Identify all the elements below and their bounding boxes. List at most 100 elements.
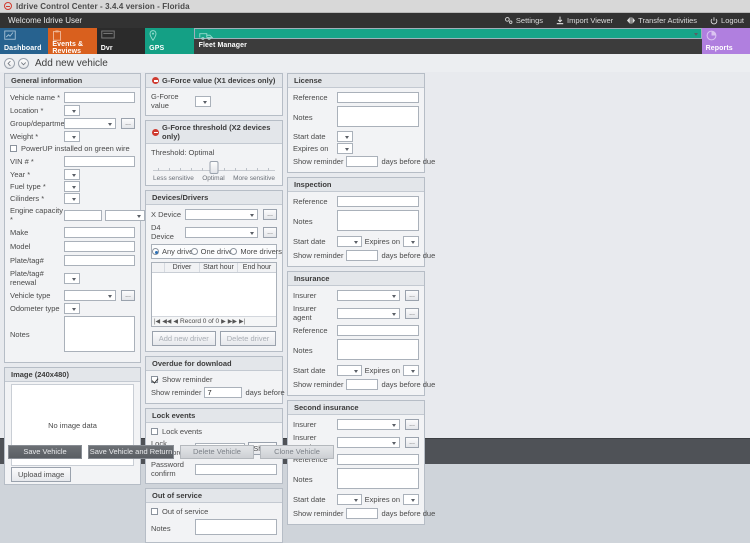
out-of-service-notes-textarea[interactable] — [195, 519, 277, 535]
prev-page-button[interactable]: ◀◀ — [162, 319, 172, 325]
lock-events-checkbox[interactable] — [151, 428, 158, 435]
year-select[interactable] — [64, 169, 80, 180]
second-insurance-agent-browse-button[interactable]: ... — [405, 436, 419, 448]
transfer-activities-button[interactable]: Transfer Activities — [626, 16, 697, 25]
notes-textarea[interactable] — [64, 316, 135, 352]
vehicle-type-select[interactable] — [64, 290, 116, 301]
d4-device-select[interactable] — [185, 226, 258, 238]
powerup-checkbox[interactable] — [10, 145, 17, 152]
group-department-browse-button[interactable]: ... — [121, 118, 135, 129]
d4-device-browse-button[interactable]: ... — [263, 226, 277, 238]
license-start-date-select[interactable] — [337, 131, 353, 142]
second-insurance-reference-input[interactable] — [337, 454, 419, 465]
overdue-show-reminder-row[interactable]: Show reminder — [151, 375, 277, 384]
vin-input[interactable] — [64, 156, 135, 167]
gforce-threshold-slider[interactable]: Less sensitive Optimal More sensitive — [151, 159, 277, 182]
engine-capacity-unit-select[interactable] — [105, 209, 145, 221]
second-insurance-agent-select[interactable] — [337, 436, 400, 448]
nav-tab-reports[interactable]: Reports — [701, 28, 750, 54]
second-insurance-notes-textarea[interactable] — [337, 468, 419, 489]
insurance-agent-select[interactable] — [337, 307, 400, 319]
insurance-insurer-select[interactable] — [337, 290, 400, 301]
nav-tab-fleet-manager[interactable]: Fleet Manager — [193, 28, 702, 49]
fuel-type-select[interactable] — [64, 181, 80, 192]
image-panel-title: Image (240x480) — [5, 368, 140, 382]
x-device-select[interactable] — [185, 209, 258, 220]
save-vehicle-button[interactable]: Save Vehicle — [8, 444, 82, 459]
second-insurance-expires-value — [404, 494, 418, 504]
inspection-notes-textarea[interactable] — [337, 210, 419, 231]
add-new-driver-button[interactable]: Add new driver — [151, 331, 216, 346]
license-notes-textarea[interactable] — [337, 106, 419, 127]
clone-vehicle-button[interactable]: Clone Vehicle — [260, 444, 334, 459]
password-confirm-input[interactable] — [195, 463, 277, 475]
license-reference-input[interactable] — [337, 92, 419, 103]
insurance-insurer-browse-button[interactable]: ... — [405, 290, 419, 301]
insurance-reference-input[interactable] — [337, 325, 419, 336]
insurance-start-select[interactable] — [337, 365, 362, 376]
page-header: Add new vehicle — [0, 54, 750, 72]
slider-thumb[interactable] — [209, 161, 219, 174]
gforce-value-select[interactable] — [195, 95, 211, 107]
vehicle-name-input[interactable] — [64, 92, 135, 103]
inspection-reminder-input[interactable] — [346, 250, 379, 261]
make-input[interactable] — [64, 227, 135, 238]
second-insurance-expires-select[interactable] — [403, 494, 419, 505]
nav-tab-events-reviews[interactable]: Events & Reviews — [48, 28, 97, 55]
license-reminder-input[interactable] — [346, 156, 379, 167]
inspection-start-select[interactable] — [337, 236, 362, 247]
nav-tab-dvr[interactable]: Dvr — [96, 28, 146, 54]
second-insurance-insurer-select[interactable] — [337, 419, 400, 430]
insurance-agent-browse-button[interactable]: ... — [405, 307, 419, 319]
lock-events-row[interactable]: Lock events — [151, 427, 277, 436]
drivers-grid-body[interactable] — [152, 273, 276, 316]
import-viewer-button[interactable]: Import Viewer — [556, 16, 613, 25]
logout-button[interactable]: Logout — [710, 16, 744, 25]
upload-image-button[interactable]: Upload image — [11, 467, 72, 482]
insurance-expires-select[interactable] — [403, 365, 419, 376]
second-insurance-insurer-browse-button[interactable]: ... — [405, 419, 419, 430]
one-driver-radio[interactable] — [190, 248, 198, 255]
inspection-reference-input[interactable] — [337, 196, 419, 207]
second-insurance-start-select[interactable] — [337, 494, 362, 505]
radio-one-driver[interactable]: One driver — [190, 247, 236, 256]
radio-any-driver[interactable]: Any driver — [152, 247, 196, 256]
settings-button[interactable]: Settings — [504, 16, 543, 25]
next-record-button[interactable]: ▶ — [221, 319, 226, 325]
insurance-reminder-input[interactable] — [346, 379, 379, 390]
plate-tag-renewal-select[interactable] — [64, 272, 80, 284]
arrow-left-circle-icon[interactable] — [4, 58, 15, 69]
any-driver-radio[interactable] — [152, 248, 159, 255]
next-page-button[interactable]: ▶▶ — [227, 319, 237, 325]
arrow-down-circle-icon[interactable] — [18, 58, 29, 69]
delete-vehicle-button[interactable]: Delete Vehicle — [180, 444, 254, 459]
out-of-service-row[interactable]: Out of service — [151, 507, 277, 516]
overdue-reminder-days-input[interactable] — [204, 387, 243, 398]
nav-tab-gps[interactable]: GPS — [145, 28, 194, 54]
radio-more-drivers[interactable]: More drivers — [230, 247, 282, 256]
odometer-type-select[interactable] — [64, 303, 80, 314]
plate-tag-input[interactable] — [64, 255, 135, 266]
save-vehicle-and-return-button[interactable]: Save Vehicle and Return — [88, 444, 174, 459]
second-insurance-reminder-input[interactable] — [346, 508, 379, 519]
prev-record-button[interactable]: ◀ — [173, 319, 179, 325]
first-record-button[interactable]: |◀ — [154, 319, 161, 325]
delete-driver-button[interactable]: Delete driver — [219, 331, 277, 346]
insurance-notes-textarea[interactable] — [337, 339, 419, 360]
overdue-show-reminder-checkbox[interactable] — [151, 376, 158, 383]
x-device-browse-button[interactable]: ... — [263, 209, 277, 220]
location-select[interactable] — [64, 105, 80, 116]
model-input[interactable] — [64, 241, 135, 252]
out-of-service-checkbox[interactable] — [151, 508, 158, 515]
cilinders-select[interactable] — [64, 193, 80, 204]
group-department-select[interactable] — [64, 118, 116, 129]
engine-capacity-input[interactable] — [64, 209, 102, 221]
weight-select[interactable] — [64, 131, 80, 142]
inspection-expires-select[interactable] — [403, 236, 419, 247]
field-powerup[interactable]: PowerUP installed on green wire — [10, 144, 135, 153]
more-drivers-radio[interactable] — [230, 248, 238, 255]
vehicle-type-browse-button[interactable]: ... — [121, 290, 135, 301]
last-record-button[interactable]: ▶| — [238, 319, 246, 325]
license-expires-select[interactable] — [337, 143, 353, 154]
nav-tab-dashboard[interactable]: Dashboard — [0, 28, 49, 54]
